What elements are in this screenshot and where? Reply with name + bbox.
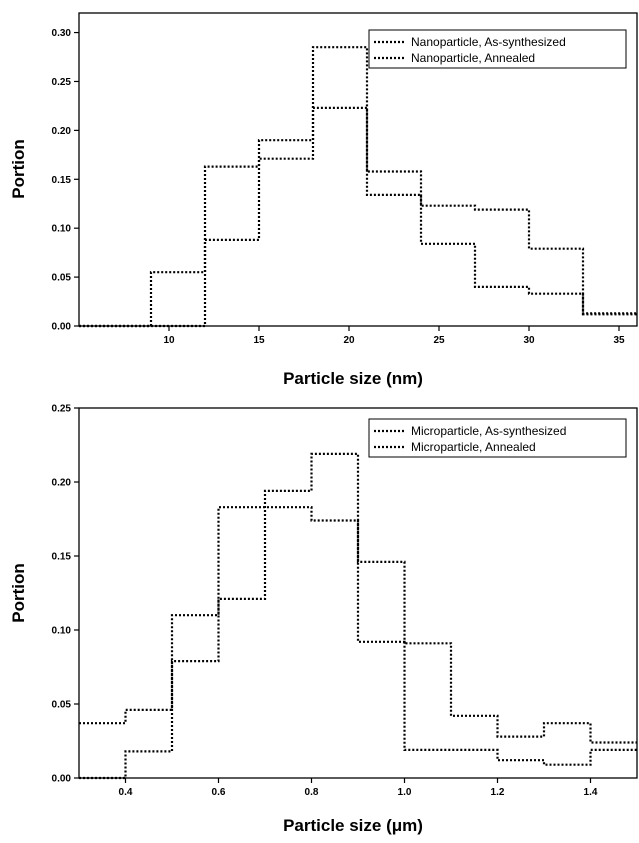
y-tick-label: 0.10 — [52, 224, 72, 235]
series-annealed — [79, 452, 637, 780]
x-tick-label: 20 — [343, 335, 355, 346]
x-tick-label: 1.2 — [491, 787, 505, 798]
x-tick-label: 15 — [253, 335, 265, 346]
x-tick-label: 25 — [433, 335, 445, 346]
series-annealed — [79, 46, 637, 328]
y-tick-label: 0.15 — [52, 552, 72, 563]
y-tick-label: 0.00 — [52, 774, 72, 785]
legend: Nanoparticle, As-synthesized Nanoparticl… — [368, 29, 627, 69]
x-axis-title: Particle size (nm) — [283, 369, 423, 388]
series-as-synthesized — [79, 106, 637, 328]
y-axis-title: Portion — [9, 563, 28, 623]
legend-label-as-synthesized: Nanoparticle, As-synthesized — [411, 35, 566, 49]
y-tick-label: 0.30 — [52, 28, 72, 39]
x-tick-label: 1.0 — [398, 787, 412, 798]
chart-nanoparticle: 0.00 0.05 0.10 0.15 0.20 0.25 0.30 10 15 20 25 30 35… — [9, 12, 638, 388]
series-group — [79, 46, 637, 328]
y-tick-label: 0.25 — [52, 404, 72, 415]
legend-label-annealed: Microparticle, Annealed — [411, 440, 536, 454]
x-tick-label: 0.8 — [305, 787, 319, 798]
x-tick-label: 1.4 — [584, 787, 598, 798]
y-tick-label: 0.05 — [52, 273, 72, 284]
legend-box — [368, 418, 627, 458]
y-tick-label: 0.00 — [52, 322, 72, 333]
x-tick-label: 30 — [523, 335, 535, 346]
legend: Microparticle, As-synthesized Microparti… — [368, 418, 627, 458]
y-tick-label: 0.25 — [52, 77, 72, 88]
legend-label-annealed: Nanoparticle, Annealed — [411, 51, 535, 65]
y-tick-label: 0.20 — [52, 478, 72, 489]
x-tick-label: 0.6 — [212, 787, 226, 798]
y-tick-label: 0.10 — [52, 626, 72, 637]
plot-area-frame — [78, 12, 638, 327]
y-axis-title: Portion — [9, 139, 28, 199]
y-tick-label: 0.05 — [52, 700, 72, 711]
chart-microparticle: 0.00 0.05 0.10 0.15 0.20 0.25 0.4 0.6 0.8 1.0 1.2 1… — [9, 404, 638, 835]
x-axis-title: Particle size (μm) — [283, 816, 423, 835]
y-tick-label: 0.15 — [52, 175, 72, 186]
legend-box — [368, 29, 627, 69]
x-tick-label: 35 — [613, 335, 625, 346]
legend-label-as-synthesized: Microparticle, As-synthesized — [411, 424, 566, 438]
axis-ticks: 0.00 0.05 0.10 0.15 0.20 0.25 0.4 0.6 0.8 1.0 1.2 1… — [52, 404, 598, 799]
series-group — [79, 452, 637, 780]
y-tick-label: 0.20 — [52, 126, 72, 137]
x-tick-label: 0.4 — [119, 787, 133, 798]
x-tick-label: 10 — [163, 335, 175, 346]
axis-ticks: 0.00 0.05 0.10 0.15 0.20 0.25 0.30 10 15 20 25 30 35 — [52, 28, 625, 346]
plot-area-frame — [78, 407, 638, 779]
